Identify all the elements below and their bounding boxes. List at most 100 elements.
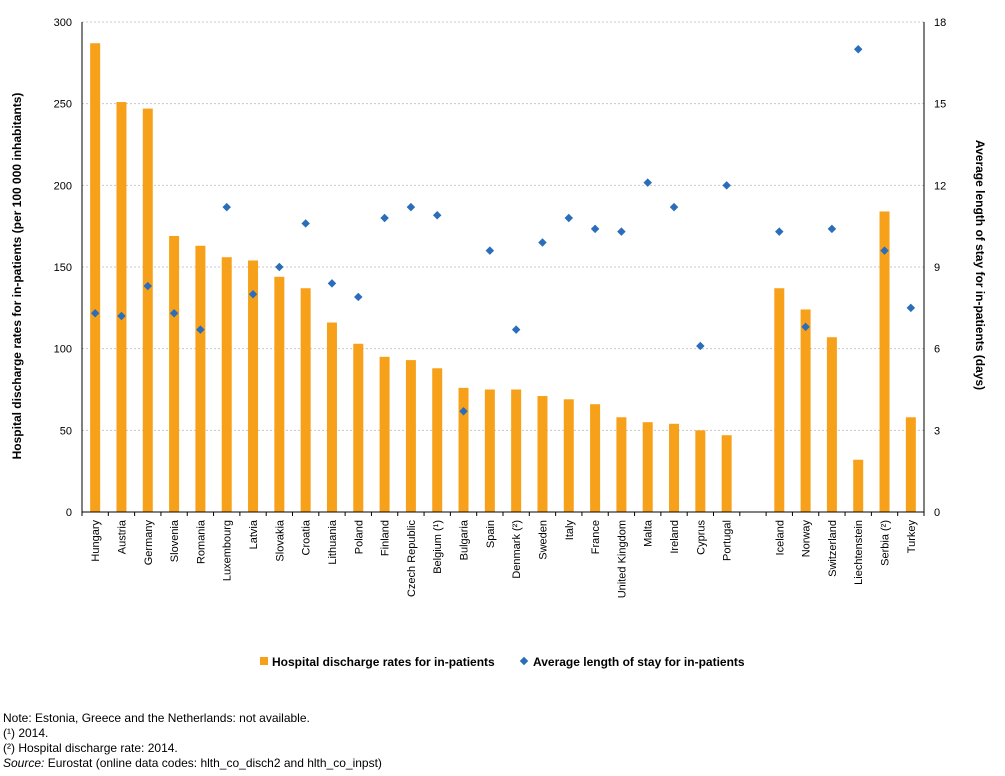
right-tick-label: 18 bbox=[934, 17, 946, 29]
point bbox=[853, 44, 863, 54]
category-label: Hungary bbox=[90, 520, 102, 562]
category-label: Spain bbox=[485, 520, 497, 548]
point bbox=[669, 202, 679, 212]
scatter-series bbox=[90, 44, 916, 416]
left-tick-label: 100 bbox=[54, 344, 72, 356]
bar bbox=[642, 422, 653, 512]
point bbox=[696, 341, 705, 351]
left-tick-label: 250 bbox=[54, 99, 72, 111]
bar bbox=[90, 43, 101, 512]
bar bbox=[669, 423, 680, 512]
category-label: Latvia bbox=[248, 519, 260, 549]
category-label: Czech Republic bbox=[406, 520, 418, 598]
category-label: Finland bbox=[380, 520, 392, 556]
bar bbox=[221, 257, 232, 512]
category-label: Italy bbox=[564, 520, 576, 541]
category-label: Liechtenstein bbox=[853, 520, 865, 585]
point bbox=[222, 202, 231, 212]
category-label: Iceland bbox=[774, 520, 786, 555]
point bbox=[906, 303, 916, 313]
category-label: Turkey bbox=[906, 520, 918, 554]
bar bbox=[353, 343, 364, 512]
bar-series bbox=[90, 43, 916, 513]
category-label: Denmark (²) bbox=[511, 520, 523, 579]
bar bbox=[195, 245, 206, 512]
category-label: Germany bbox=[143, 520, 155, 566]
left-axis-title: Hospital discharge rates for in-patients… bbox=[10, 93, 24, 460]
bar bbox=[537, 396, 548, 512]
bar bbox=[458, 387, 469, 512]
bar bbox=[774, 288, 785, 512]
category-label: Romania bbox=[195, 519, 207, 564]
category-label: Austria bbox=[116, 519, 128, 554]
right-tick-label: 0 bbox=[934, 507, 940, 519]
right-tick-label: 6 bbox=[934, 344, 940, 356]
right-tick-label: 12 bbox=[934, 180, 946, 192]
category-label: Slovakia bbox=[274, 519, 286, 561]
category-label: Poland bbox=[353, 520, 365, 554]
category-label: Cyprus bbox=[695, 520, 707, 555]
gridlines bbox=[82, 21, 924, 431]
right-tick-label: 15 bbox=[934, 99, 946, 111]
point bbox=[354, 292, 363, 302]
source-line: Source: Eurostat (online data codes: hlt… bbox=[3, 756, 382, 771]
point bbox=[248, 289, 258, 299]
chart-notes: Note: Estonia, Greece and the Netherland… bbox=[3, 711, 382, 771]
point bbox=[301, 219, 310, 228]
bar bbox=[248, 260, 259, 512]
legend-point-label: Average length of stay for in-patients bbox=[533, 655, 745, 669]
left-tick-label: 150 bbox=[54, 262, 72, 274]
category-label: Bulgaria bbox=[459, 519, 471, 560]
bar bbox=[379, 356, 390, 512]
point bbox=[564, 213, 574, 223]
bar bbox=[905, 417, 916, 512]
point bbox=[432, 211, 442, 220]
left-tick-label: 50 bbox=[60, 425, 72, 437]
category-label: Belgium (¹) bbox=[432, 520, 444, 574]
point bbox=[380, 213, 389, 223]
bar bbox=[326, 322, 337, 512]
point bbox=[722, 181, 731, 190]
legend-point-swatch bbox=[519, 656, 529, 666]
point bbox=[143, 281, 153, 291]
point bbox=[459, 407, 468, 416]
category-label: Sweden bbox=[537, 520, 549, 560]
bar bbox=[116, 102, 127, 513]
point bbox=[275, 262, 284, 272]
bar bbox=[695, 430, 706, 512]
axes bbox=[81, 22, 925, 516]
category-label: Lithuania bbox=[327, 519, 339, 565]
note-line-2: (¹) 2014. bbox=[3, 726, 49, 740]
category-label: Switzerland bbox=[827, 520, 839, 577]
bar bbox=[169, 235, 180, 512]
bar bbox=[432, 368, 443, 512]
legend-bar-label: Hospital discharge rates for in-patients bbox=[272, 655, 495, 669]
point bbox=[775, 227, 784, 236]
point bbox=[617, 227, 626, 236]
category-label: United Kingdom bbox=[616, 520, 628, 598]
category-label: Serbia (²) bbox=[880, 520, 892, 566]
source-label: Source: bbox=[3, 756, 45, 770]
category-label: Ireland bbox=[669, 520, 681, 554]
bar bbox=[879, 211, 890, 512]
bar bbox=[142, 108, 153, 513]
point bbox=[90, 309, 100, 318]
bar bbox=[563, 399, 574, 512]
legend-bar-swatch bbox=[260, 657, 268, 665]
note-line-1: Note: Estonia, Greece and the Netherland… bbox=[3, 711, 310, 725]
bar bbox=[590, 404, 601, 512]
category-label: Luxembourg bbox=[222, 520, 234, 581]
left-tick-label: 200 bbox=[54, 180, 72, 192]
bar bbox=[800, 309, 811, 512]
point bbox=[485, 246, 495, 255]
category-label: Slovenia bbox=[169, 519, 181, 562]
point bbox=[801, 322, 810, 332]
left-axis-ticks: 0 50 100 150 200 250 300 bbox=[54, 17, 72, 519]
right-tick-label: 9 bbox=[934, 262, 940, 274]
right-tick-label: 3 bbox=[934, 425, 940, 437]
point bbox=[538, 238, 547, 247]
bar bbox=[616, 417, 627, 512]
point bbox=[117, 311, 126, 321]
left-tick-label: 300 bbox=[54, 17, 72, 29]
point bbox=[511, 325, 521, 334]
